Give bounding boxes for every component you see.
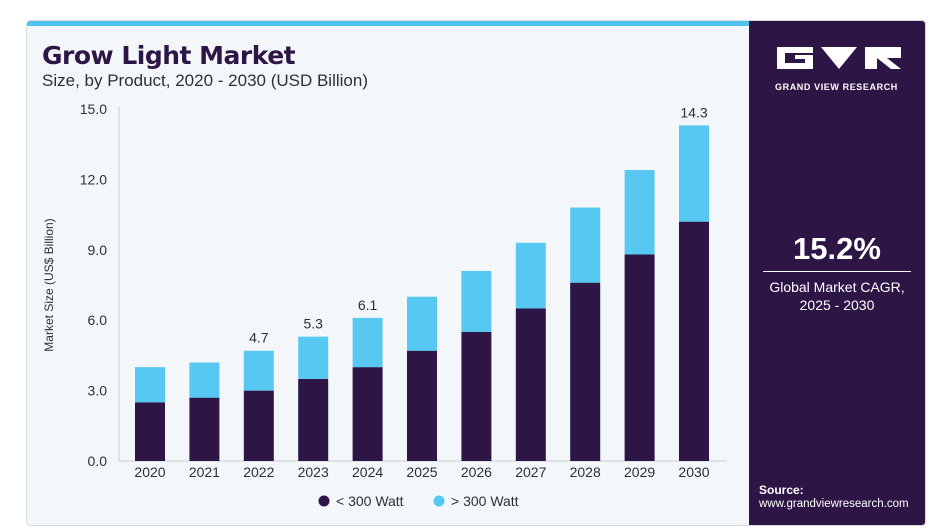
legend-label: < 300 Watt bbox=[336, 493, 404, 509]
bar-segment bbox=[352, 367, 383, 461]
y-tick-label: 15.0 bbox=[80, 101, 107, 117]
x-tick-label: 2026 bbox=[461, 464, 492, 480]
cagr-value: 15.2% bbox=[793, 231, 881, 266]
x-tick-label: 2023 bbox=[298, 464, 329, 480]
bar-segment bbox=[515, 308, 546, 461]
bar-segment bbox=[407, 350, 437, 461]
chart-title: Grow Light Market bbox=[42, 41, 296, 70]
logo-wordmark: GRAND VIEW RESEARCH bbox=[775, 82, 898, 92]
bar-segment bbox=[298, 336, 329, 379]
chart-subtitle: Size, by Product, 2020 - 2030 (USD Billi… bbox=[42, 71, 368, 90]
grand-view-research-logo: GRAND VIEW RESEARCH bbox=[775, 45, 903, 92]
y-tick-label: 0.0 bbox=[88, 453, 108, 469]
source-label: Source: bbox=[759, 483, 804, 497]
y-tick-label: 3.0 bbox=[88, 383, 108, 399]
bar-segment bbox=[243, 350, 274, 391]
bar-segment bbox=[407, 296, 437, 351]
bar-data-label: 5.3 bbox=[303, 316, 323, 332]
source-link[interactable]: www.grandviewresearch.com bbox=[759, 498, 909, 510]
bar-segment bbox=[243, 390, 274, 461]
x-tick-label: 2025 bbox=[406, 464, 437, 480]
x-tick-label: 2020 bbox=[134, 464, 165, 480]
cagr-label-line-1: Global Market CAGR, bbox=[769, 279, 905, 295]
x-tick-label: 2021 bbox=[189, 464, 220, 480]
bar-segment bbox=[515, 242, 546, 309]
x-tick-label: 2028 bbox=[570, 464, 601, 480]
cagr-divider bbox=[763, 271, 911, 272]
bar-segment bbox=[679, 221, 709, 461]
bar-segment bbox=[352, 317, 383, 368]
bar-data-label: 14.3 bbox=[680, 104, 707, 120]
stacked-bar-chart: 0.0 3.0 6.0 9.0 12.0 15.0 Market Size (US$ Bil… bbox=[42, 101, 727, 509]
cagr-label-line-2: 2025 - 2030 bbox=[799, 297, 875, 313]
bar-segment bbox=[189, 397, 220, 461]
legend-swatch bbox=[433, 495, 445, 507]
accent-bar bbox=[27, 21, 749, 26]
y-axis-title: Market Size (US$ Billion) bbox=[42, 218, 56, 351]
bar-segment bbox=[135, 402, 165, 461]
legend-label: > 300 Watt bbox=[451, 493, 519, 509]
cagr-label: Global Market CAGR, 2025 - 2030 bbox=[749, 278, 925, 314]
y-tick-label: 9.0 bbox=[88, 242, 108, 258]
bar-segment bbox=[570, 282, 601, 461]
chart-card: Grow Light Market Size, by Product, 2020… bbox=[26, 20, 926, 526]
bar-segment bbox=[298, 378, 329, 461]
y-tick-label: 6.0 bbox=[88, 312, 108, 328]
x-tick-label: 2029 bbox=[624, 464, 655, 480]
bar-segment bbox=[135, 367, 165, 403]
bar-data-label: 4.7 bbox=[249, 330, 269, 346]
x-tick-label: 2024 bbox=[352, 464, 383, 480]
bar-segment bbox=[624, 254, 655, 461]
bar-segment bbox=[461, 270, 492, 332]
bar-segment bbox=[679, 125, 709, 222]
bar-segment bbox=[570, 207, 601, 283]
legend-swatch bbox=[318, 495, 330, 507]
gvr-logo-mark-icon bbox=[777, 47, 901, 69]
x-tick-label: 2030 bbox=[678, 464, 709, 480]
bar-segment bbox=[624, 170, 655, 255]
bar-segment bbox=[461, 331, 492, 461]
x-tick-label: 2022 bbox=[243, 464, 274, 480]
sidebar-panel: GRAND VIEW RESEARCH 15.2% Global Market … bbox=[749, 21, 925, 525]
y-tick-label: 12.0 bbox=[80, 171, 107, 187]
bar-data-label: 6.1 bbox=[358, 297, 378, 313]
x-tick-label: 2027 bbox=[515, 464, 546, 480]
bar-segment bbox=[189, 362, 220, 398]
